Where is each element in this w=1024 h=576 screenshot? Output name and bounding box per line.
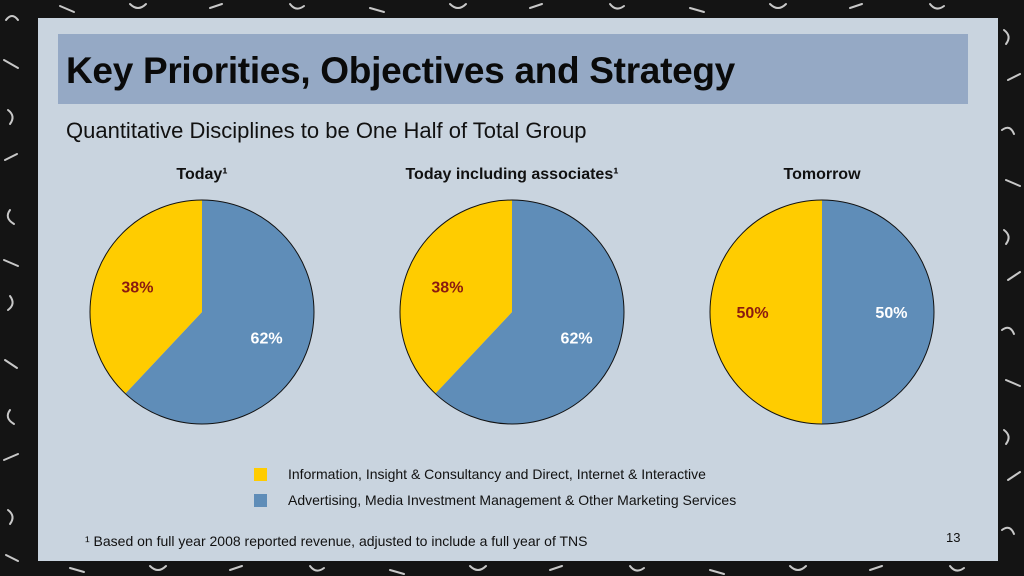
pie-1-slice-information (399, 200, 512, 394)
chart-title-today: Today¹ (176, 166, 228, 183)
legend-label-advertising: Advertising, Media Investment Management… (288, 492, 737, 508)
pie-0-label-advertising: 62% (251, 331, 283, 348)
pie-2-outline (709, 199, 935, 425)
legend-swatch-yellow (254, 467, 267, 481)
pie-1-slice-advertising (435, 200, 624, 424)
pie-0-slice-advertising (125, 200, 315, 424)
legend-swatch-blue (254, 493, 267, 507)
pie-1-outline (399, 199, 625, 425)
pie-0-label-information: 38% (121, 279, 153, 296)
pie-0-outline (89, 199, 315, 425)
pie-1-label-advertising: 62% (561, 331, 593, 348)
legend-label-information: Information, Insight & Consultancy and D… (288, 466, 706, 482)
pie-1-label-information: 38% (431, 279, 463, 296)
title-bar (58, 34, 968, 104)
pie-2-slice-information (710, 200, 822, 424)
chart-title-tomorrow: Tomorrow (783, 166, 861, 183)
footnote: ¹ Based on full year 2008 reported reven… (85, 533, 588, 549)
page-subtitle: Quantitative Disciplines to be One Half … (66, 118, 587, 143)
legend-item-information: Information, Insight & Consultancy and D… (254, 466, 706, 482)
pie-2-label-information: 50% (737, 305, 769, 322)
pie-2-label-advertising: 50% (875, 305, 907, 322)
page-number: 13 (946, 530, 961, 545)
chart-title-today-including-associates: Today including associates¹ (405, 166, 619, 183)
pie-2-slice-advertising (822, 200, 934, 424)
page-title: Key Priorities, Objectives and Strategy (66, 50, 735, 91)
legend-item-advertising: Advertising, Media Investment Management… (254, 492, 736, 508)
pie-0-slice-information (89, 200, 202, 394)
